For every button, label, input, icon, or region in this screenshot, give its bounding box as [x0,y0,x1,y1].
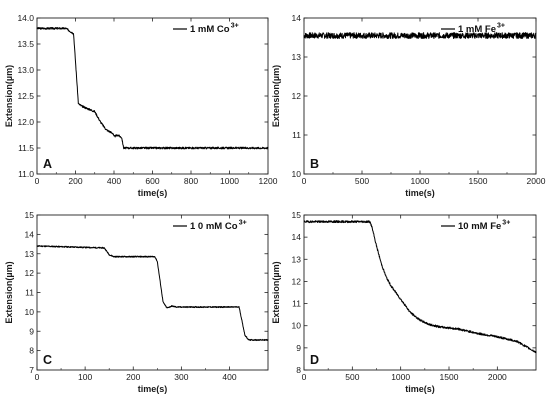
y-tick-label: 11 [25,288,34,298]
x-tick-label: 0 [302,372,307,382]
x-tick-label: 100 [78,372,92,382]
x-tick-label: 0 [35,372,40,382]
y-tick-label: 10 [25,307,35,317]
x-tick-label: 2000 [488,372,507,382]
legend-label: 1 mM Co [190,24,230,35]
panel-d: 0 500 1000 1500 2000 8 9 10 11 12 13 14 15 time(s) Ext… [271,210,537,394]
x-tick-label: 400 [222,372,236,382]
y-axis-label: Extension(µm) [271,261,281,323]
plot-frame [303,17,537,175]
y-tick-label: 10 [292,169,302,179]
x-tick-label: 500 [345,372,359,382]
y-tick-label: 13 [292,52,302,62]
series-line [36,27,269,150]
y-axis-label: Extension(µm) [271,65,281,127]
x-axis-label: time(s) [405,384,435,394]
series-line [303,220,537,354]
y-tick-label: 11.0 [18,169,34,179]
plot-frame [36,214,269,371]
legend-label: 1 0 mM Co [190,221,238,232]
x-axis-label: time(s) [138,188,168,198]
panel-letter: D [310,353,319,367]
y-tick-label: 7 [29,365,34,375]
y-tick-label: 10 [292,321,302,331]
x-tick-label: 200 [68,176,82,186]
x-axis-label: time(s) [138,384,168,394]
x-tick-label: 200 [126,372,140,382]
x-tick-label: 1000 [391,372,410,382]
panel-letter: B [310,157,319,171]
x-tick-label: 500 [355,176,369,186]
legend-superscript: 3+ [239,220,247,227]
y-tick-label: 13.5 [17,39,34,49]
legend-label: 10 mM Fe [458,221,501,232]
x-tick-label: 1200 [259,176,278,186]
plot-frame [303,214,537,371]
x-tick-label: 1500 [440,372,459,382]
y-tick-label: 13 [25,249,35,259]
x-tick-label: 1000 [411,176,430,186]
panel-c: 0 100 200 300 400 7 8 9 10 11 12 13 14 15 time(s) Exten… [4,210,269,394]
y-tick-label: 13.0 [17,65,34,75]
panel-letter: C [43,353,52,367]
y-axis-label: Extension(µm) [4,65,14,127]
y-tick-label: 12 [292,91,302,101]
x-tick-label: 2000 [527,176,546,186]
y-tick-label: 14.0 [17,13,34,23]
x-tick-label: 0 [302,176,307,186]
panel-letter: A [43,157,52,171]
y-tick-label: 12.0 [17,117,34,127]
y-tick-label: 13 [292,254,302,264]
x-tick-label: 800 [184,176,198,186]
y-tick-label: 11.5 [18,143,34,153]
y-tick-label: 8 [296,365,301,375]
y-tick-label: 14 [292,13,302,23]
x-tick-label: 0 [35,176,40,186]
x-tick-label: 300 [174,372,188,382]
panel-a: 0 200 400 600 800 1000 1200 11.0 11.5 12.0 12.5 13.… [4,13,278,198]
y-tick-label: 14 [25,229,35,239]
panel-b: 0 500 1000 1500 2000 10 11 12 13 14 time(s) Extensi… [271,13,546,198]
series-line [303,32,537,39]
x-tick-label: 1500 [469,176,488,186]
legend-label: 1 mM Fe [458,24,496,35]
y-tick-label: 15 [25,210,35,220]
plot-frame [36,17,269,175]
x-tick-label: 400 [107,176,121,186]
y-tick-label: 14 [292,232,302,242]
legend-superscript: 3+ [231,23,239,30]
y-tick-label: 8 [29,346,34,356]
legend-superscript: 3+ [502,220,510,227]
y-tick-label: 15 [292,210,302,220]
y-tick-label: 11 [292,130,301,140]
x-tick-label: 1000 [220,176,239,186]
y-tick-label: 9 [29,326,34,336]
y-tick-label: 12 [25,268,35,278]
series-line [36,245,269,342]
y-tick-label: 9 [296,343,301,353]
y-tick-label: 12.5 [17,91,34,101]
x-axis-label: time(s) [405,188,435,198]
y-axis-label: Extension(µm) [4,261,14,323]
legend-superscript: 3+ [497,23,505,30]
y-tick-label: 12 [292,276,302,286]
x-tick-label: 600 [145,176,159,186]
y-tick-label: 11 [292,299,301,309]
